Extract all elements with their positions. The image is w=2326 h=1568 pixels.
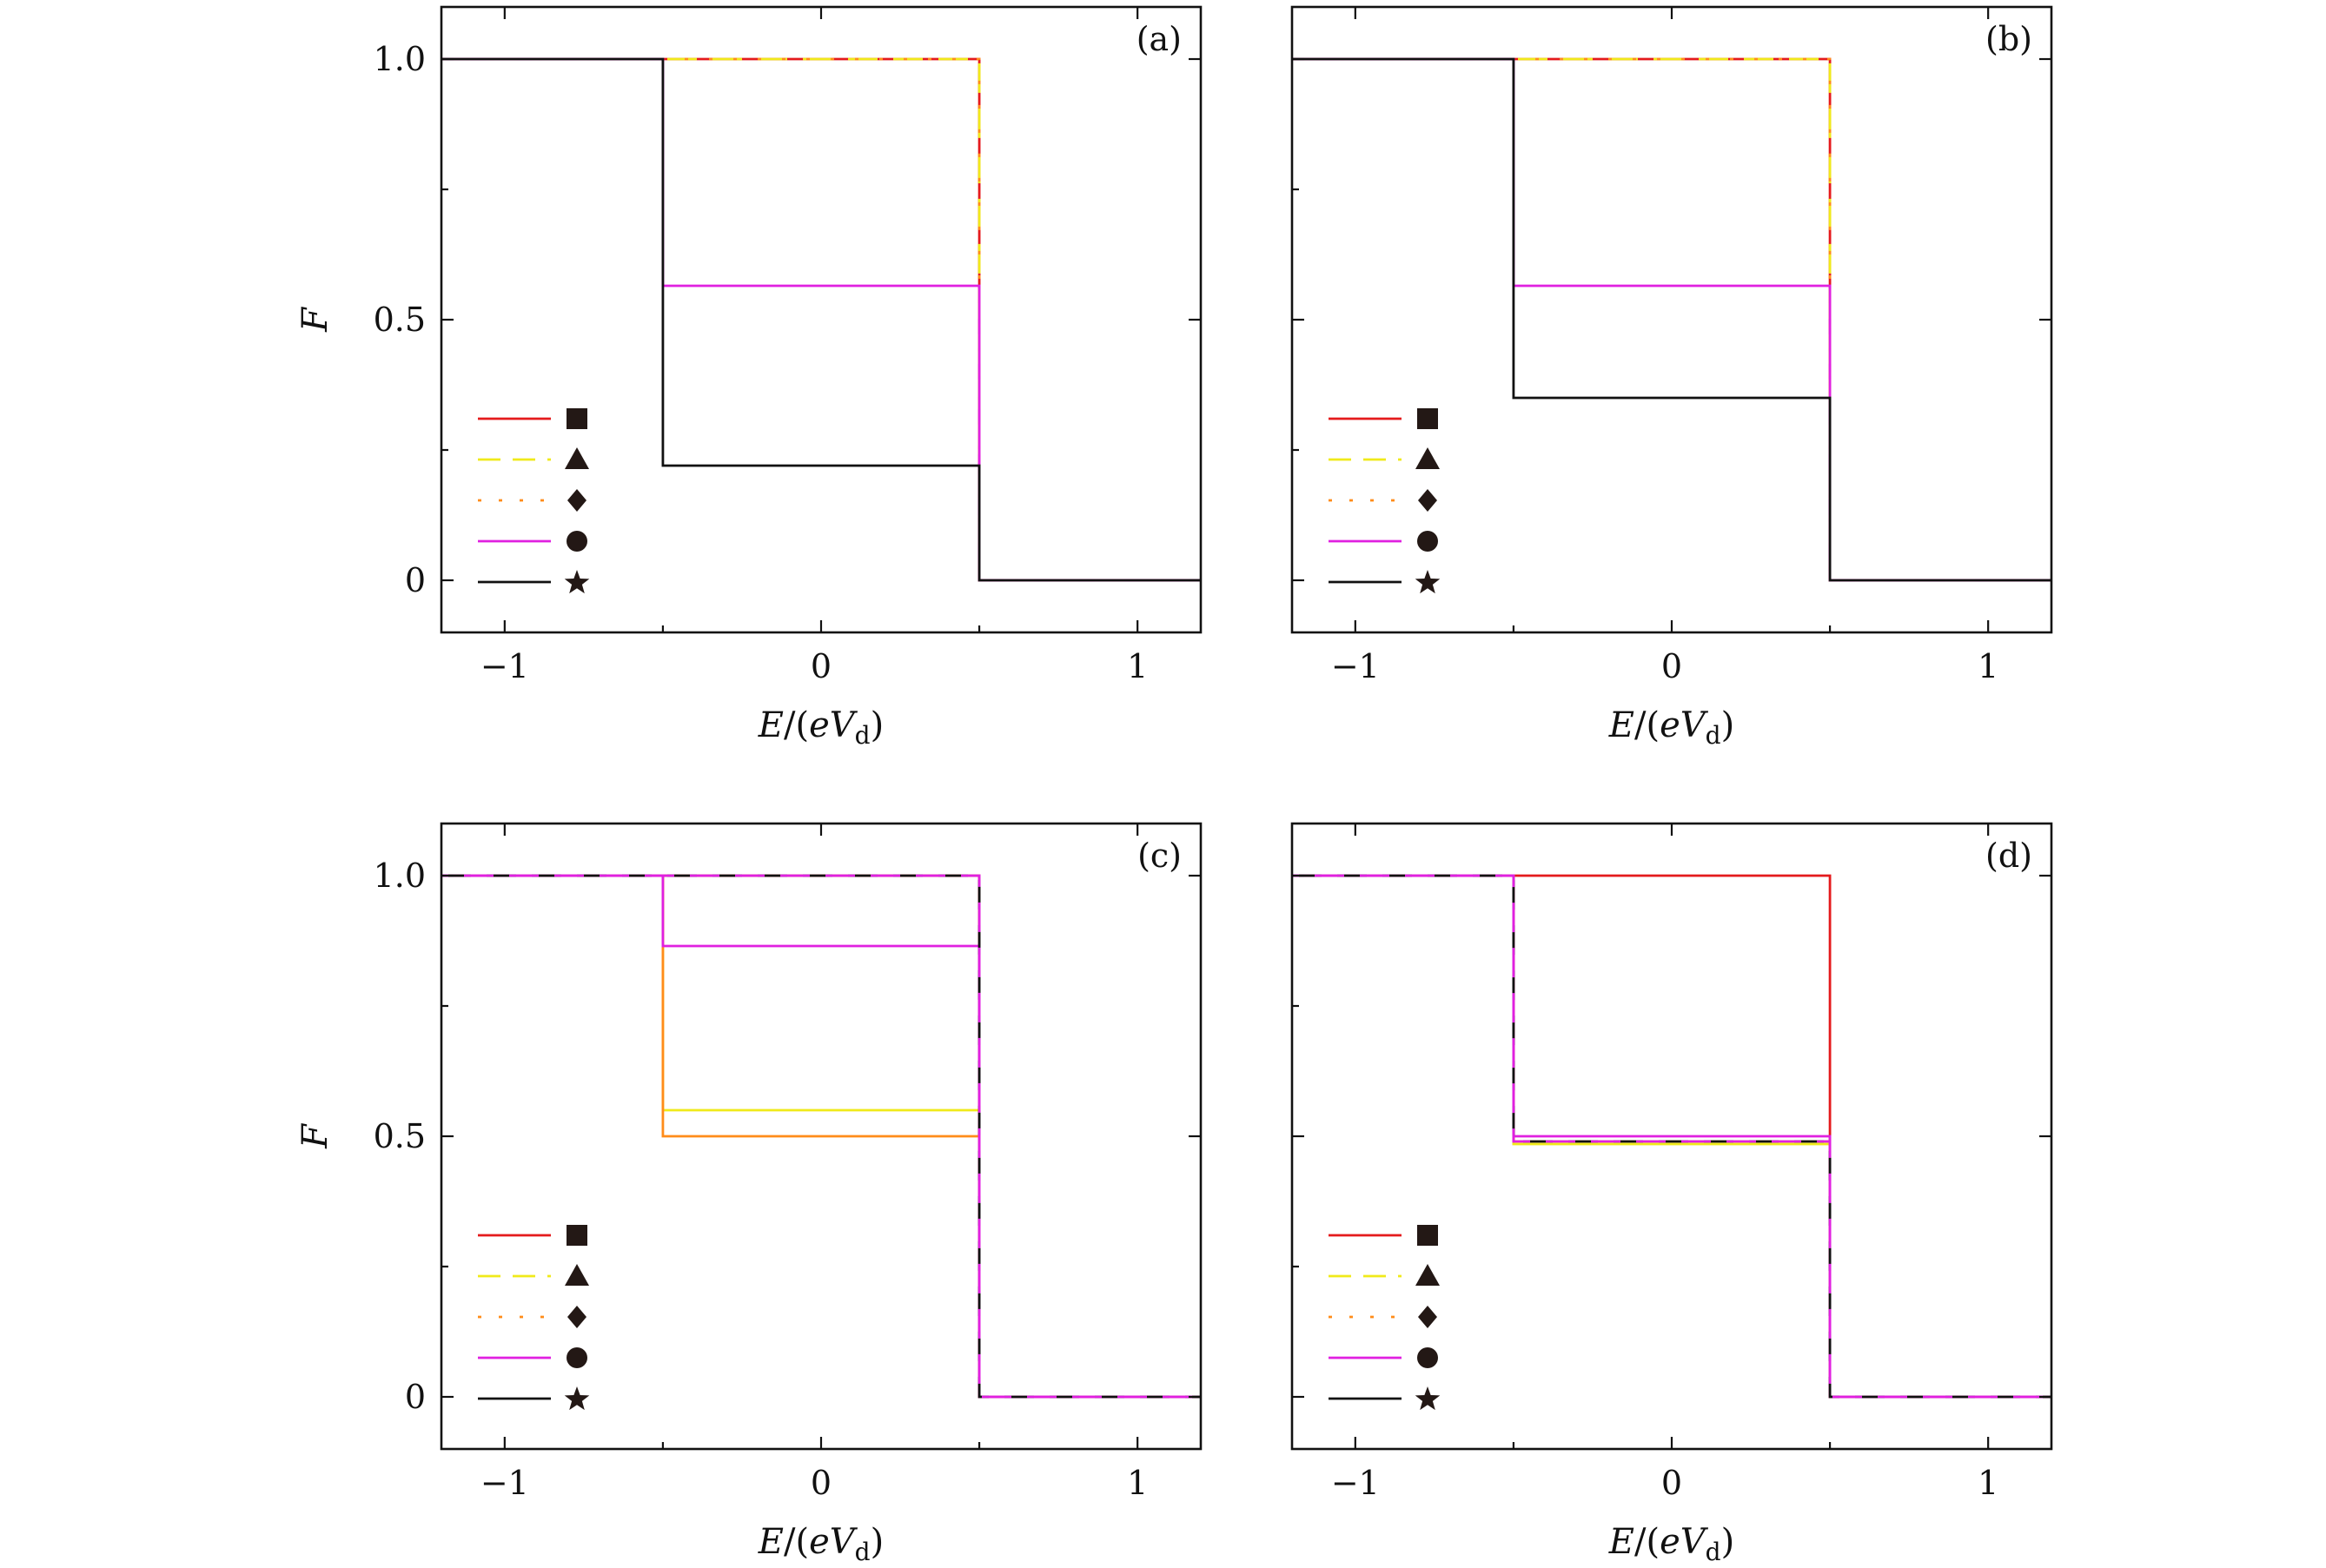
circle-icon bbox=[567, 1347, 587, 1368]
y-axis-label: F bbox=[295, 307, 335, 333]
star-icon bbox=[564, 1386, 590, 1411]
legend bbox=[478, 408, 590, 594]
legend bbox=[478, 1225, 590, 1411]
series-line-6 bbox=[441, 874, 1201, 1399]
x-axis-label: E/(eVd) bbox=[1608, 705, 1734, 750]
star-icon bbox=[1415, 1386, 1441, 1411]
panel-label: (b) bbox=[1985, 20, 2032, 58]
x-tick-label: −1 bbox=[1331, 647, 1380, 685]
y-tick-label: 0 bbox=[405, 1378, 426, 1416]
star-icon bbox=[564, 570, 590, 594]
square-icon bbox=[567, 1225, 587, 1246]
y-tick-label: 0 bbox=[405, 561, 426, 599]
panel-4: −1 0 1 (d) E/(eVd) bbox=[1290, 822, 2053, 1566]
star-icon bbox=[1415, 570, 1441, 594]
x-tick-label: 0 bbox=[811, 1464, 832, 1502]
x-tick-label: 1 bbox=[1127, 647, 1148, 685]
x-axis-label: E/(eVd) bbox=[758, 1522, 884, 1566]
diamond-icon bbox=[1418, 1306, 1437, 1328]
panel-3: −1 0 1 0 0.5 1.0 (c) E/(eVd) F bbox=[295, 822, 1203, 1566]
series-line-4 bbox=[1292, 874, 2051, 1399]
triangle-icon bbox=[565, 1264, 589, 1286]
y-tick-label: 1.0 bbox=[374, 40, 426, 78]
panel-2: −1 0 1 (b) E/(eVd) bbox=[1290, 5, 2053, 750]
square-icon bbox=[567, 408, 587, 429]
series-line-5 bbox=[1292, 57, 2051, 582]
square-icon bbox=[1417, 408, 1438, 429]
series-line-2 bbox=[441, 57, 1201, 582]
x-tick-label: 1 bbox=[1978, 647, 1998, 685]
y-tick-label: 1.0 bbox=[374, 857, 426, 895]
series-line-4 bbox=[1292, 57, 2051, 582]
square-icon bbox=[1417, 1225, 1438, 1246]
triangle-icon bbox=[565, 447, 589, 469]
series-line-3 bbox=[441, 874, 1201, 1399]
x-tick-label: 0 bbox=[1661, 647, 1682, 685]
x-tick-label: −1 bbox=[480, 1464, 529, 1502]
legend bbox=[1329, 1225, 1441, 1411]
series-line-1 bbox=[1292, 57, 2051, 582]
diamond-icon bbox=[567, 1306, 586, 1328]
series-line-3 bbox=[1292, 57, 2051, 582]
x-tick-label: −1 bbox=[1331, 1464, 1380, 1502]
panel-label: (a) bbox=[1136, 20, 1182, 58]
series-line-3 bbox=[441, 57, 1201, 582]
y-tick-label: 0.5 bbox=[374, 301, 426, 339]
series-line-4 bbox=[441, 57, 1201, 582]
x-tick-label: 0 bbox=[1661, 1464, 1682, 1502]
panel-label: (d) bbox=[1985, 837, 2032, 875]
x-tick-label: −1 bbox=[480, 647, 529, 685]
circle-icon bbox=[1417, 1347, 1438, 1368]
series-line-5 bbox=[441, 57, 1201, 582]
series-line-1 bbox=[441, 57, 1201, 582]
x-tick-label: 1 bbox=[1978, 1464, 1998, 1502]
triangle-icon bbox=[1415, 1264, 1440, 1286]
series-line-6 bbox=[1292, 874, 2051, 1399]
x-axis-label: E/(eVd) bbox=[758, 705, 884, 750]
axes-frame bbox=[1290, 5, 2053, 634]
x-tick-label: 0 bbox=[811, 647, 832, 685]
panel-1: −1 0 1 0 0.5 1.0 (a) E/(eVd) F bbox=[295, 5, 1203, 750]
x-tick-label: 1 bbox=[1127, 1464, 1148, 1502]
y-tick-label: 0.5 bbox=[374, 1117, 426, 1155]
y-axis-label: F bbox=[295, 1123, 335, 1149]
diamond-icon bbox=[1418, 489, 1437, 512]
axes-frame bbox=[440, 5, 1203, 634]
x-axis-label: E/(eVd) bbox=[1608, 1522, 1734, 1566]
circle-icon bbox=[1417, 531, 1438, 552]
diamond-icon bbox=[567, 489, 586, 512]
panel-label: (c) bbox=[1137, 837, 1182, 875]
legend bbox=[1329, 408, 1441, 594]
circle-icon bbox=[567, 531, 587, 552]
series-line-2 bbox=[1292, 57, 2051, 582]
triangle-icon bbox=[1415, 447, 1440, 469]
